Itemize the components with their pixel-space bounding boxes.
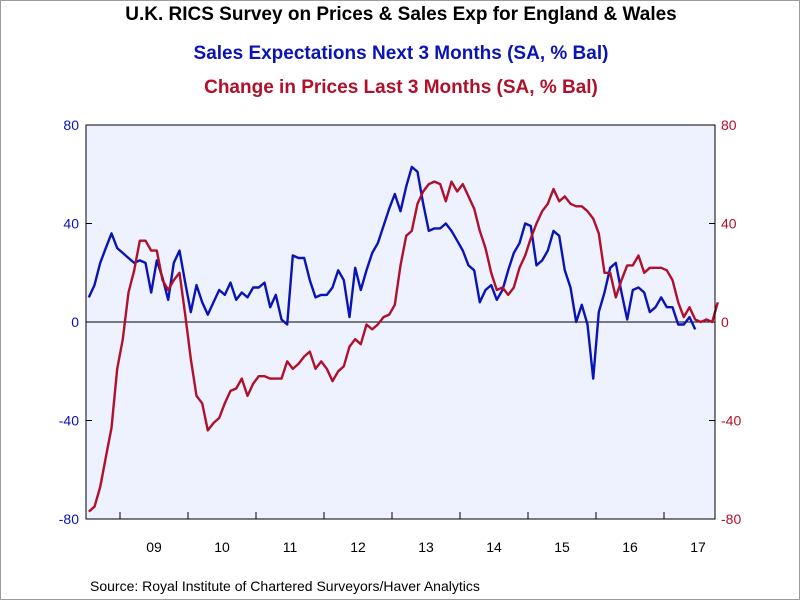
y-tick-label-left: -40 xyxy=(59,413,79,429)
series-lines xyxy=(87,165,719,513)
y-tick-label-left: 80 xyxy=(63,117,79,133)
axis-ticks: -80 -80 -40 -40 0 0 40 40 80 80 09 10 11 12 13 14 15 16 17 xyxy=(59,117,742,555)
x-tick-label: 17 xyxy=(690,539,706,555)
x-tick-label: 12 xyxy=(350,539,366,555)
series-line-sales-expectations xyxy=(87,165,697,380)
series-line-price-change xyxy=(88,180,719,513)
y-tick-label-right: -40 xyxy=(721,413,741,429)
y-tick-label-right: -80 xyxy=(721,511,741,527)
plot-border xyxy=(85,124,716,520)
subtitle-sales-expectations: Sales Expectations Next 3 Months (SA, % … xyxy=(193,43,609,64)
x-tick-label: 14 xyxy=(486,539,502,555)
chart-title: U.K. RICS Survey on Prices & Sales Exp f… xyxy=(125,4,677,25)
x-tick-label: 13 xyxy=(418,539,434,555)
y-tick-label-left: 40 xyxy=(63,216,79,232)
y-tick-label-right: 80 xyxy=(721,117,737,133)
y-tick-label-right: 40 xyxy=(721,216,737,232)
y-tick-label-right: 0 xyxy=(721,314,729,330)
subtitle-price-change: Change in Prices Last 3 Months (SA, % Ba… xyxy=(204,77,598,98)
source-note: Source: Royal Institute of Chartered Sur… xyxy=(90,578,480,594)
x-tick-label: 09 xyxy=(146,539,162,555)
x-tick-label: 11 xyxy=(283,539,298,555)
x-tick-label: 15 xyxy=(554,539,570,555)
y-tick-label-left: -80 xyxy=(59,511,79,527)
y-tick-label-left: 0 xyxy=(71,314,79,330)
x-tick-label: 16 xyxy=(622,539,638,555)
x-tick-label: 10 xyxy=(214,539,230,555)
